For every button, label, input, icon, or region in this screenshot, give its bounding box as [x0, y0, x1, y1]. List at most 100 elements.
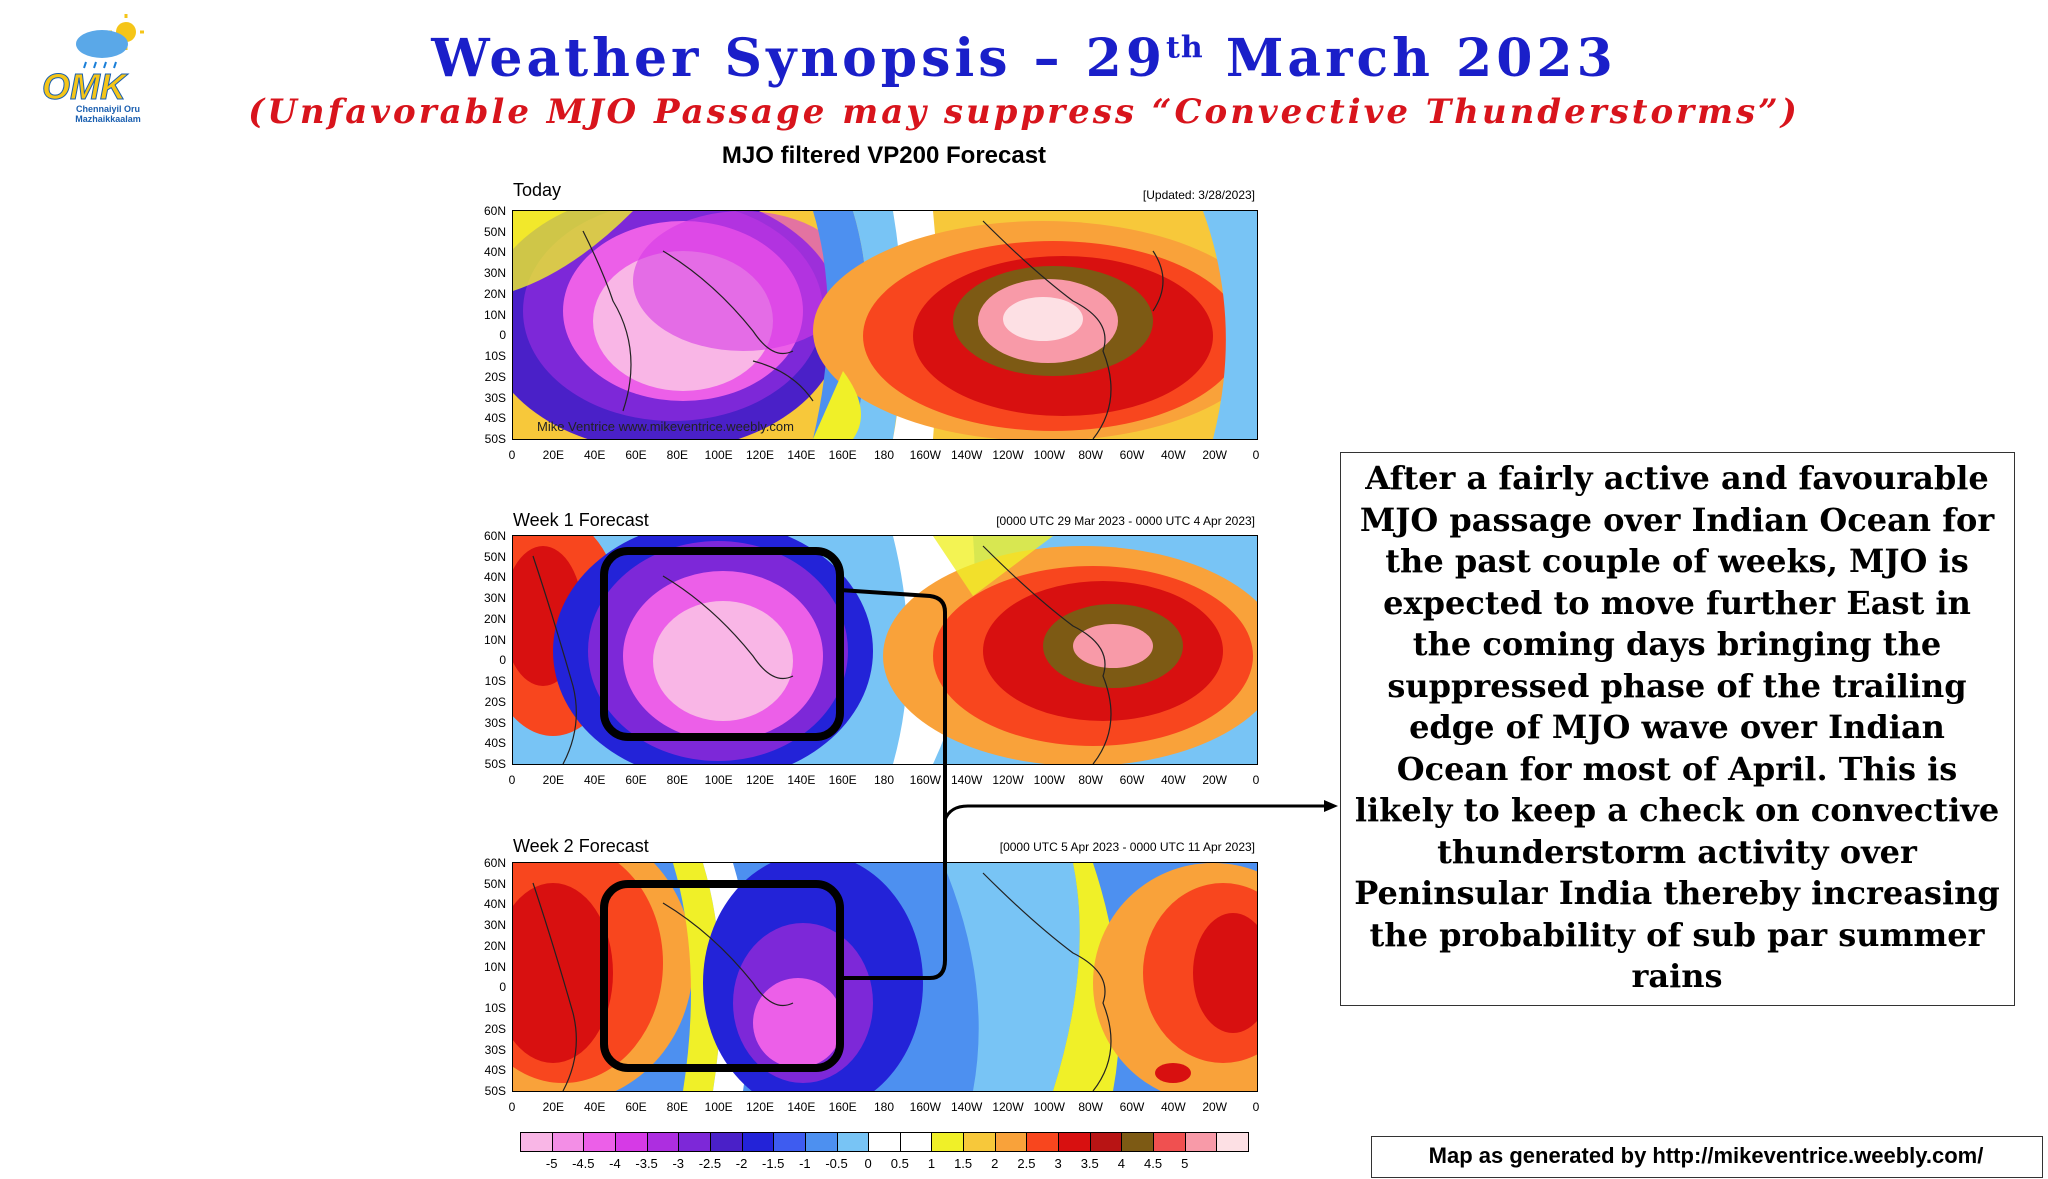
map-week1	[512, 535, 1258, 765]
colorbar-label: 4	[1117, 1156, 1125, 1171]
lon-tick-label: 160W	[909, 1100, 941, 1114]
lat-tick-label: 30N	[483, 266, 506, 281]
lat-tick-label: 50N	[483, 549, 506, 564]
lat-tick-label: 20N	[483, 611, 506, 626]
week1-highlight-box	[600, 547, 844, 741]
lon-tick-label: 140W	[950, 1100, 983, 1114]
colorbar-swatch	[931, 1132, 965, 1152]
panel-week1-range: [0000 UTC 29 Mar 2023 - 0000 UTC 4 Apr 2…	[996, 514, 1255, 528]
lat-tick-label: 50S	[484, 432, 506, 446]
lat-tick-label: 40N	[483, 570, 506, 585]
lat-tick-label: 10S	[484, 1001, 506, 1016]
lon-tick-label: 80W	[1078, 1100, 1103, 1114]
colorbar-label: -3.5	[635, 1156, 658, 1171]
page-title: Weather Synopsis – 29th March 2023	[0, 28, 2048, 89]
lon-tick-label: 0	[508, 448, 516, 462]
lon-tick-label: 60W	[1119, 1100, 1145, 1114]
arrow-line	[943, 804, 1325, 821]
colorbar-swatch	[994, 1132, 1028, 1152]
lon-tick-label: 40E	[583, 448, 606, 462]
colorbar-label: 1.5	[954, 1156, 973, 1171]
colorbar-label: 2	[991, 1156, 999, 1171]
lat-tick-label: 30S	[484, 715, 506, 730]
credit-box	[1371, 1136, 2043, 1178]
lon-tick-label: 180	[873, 448, 895, 462]
figure-title: MJO filtered VP200 Forecast	[721, 142, 1047, 169]
lat-tick-label: 30N	[483, 918, 506, 933]
lat-tick-label: 20N	[483, 938, 506, 953]
lat-tick-label: 30S	[484, 1042, 506, 1057]
lon-tick-label: 140W	[950, 448, 983, 462]
lat-tick-label: 50S	[484, 1084, 506, 1098]
lon-tick-label: 80W	[1078, 773, 1103, 787]
colorbar-swatch	[741, 1132, 775, 1152]
colorbar-label: 3	[1054, 1156, 1062, 1171]
omk-logo: OMK Chennaiyil Oru Mazhaikkaalam	[4, 8, 154, 138]
week2-highlight-box	[600, 880, 844, 1072]
lon-tick-label: 20E	[542, 448, 564, 462]
lon-tick-label: 40E	[583, 1100, 606, 1114]
lat-tick-label: 20N	[483, 286, 506, 301]
lon-tick-label: 100W	[1033, 773, 1065, 787]
lat-tick-label: 40S	[484, 411, 506, 426]
lon-tick-label: 120E	[745, 1100, 775, 1114]
colorbar-label: 4.5	[1143, 1156, 1163, 1171]
colorbar-label: -4	[609, 1156, 621, 1171]
lon-tick-label: 0	[508, 773, 516, 787]
colorbar-label: -2	[735, 1156, 748, 1171]
colorbar-label: 2.5	[1017, 1156, 1036, 1171]
colorbar-swatch	[1089, 1132, 1123, 1152]
lon-tick-label: 180	[873, 1100, 895, 1114]
lat-tick-label: 40N	[483, 245, 506, 260]
lon-tick-label: 60W	[1119, 448, 1145, 462]
lon-tick-label: 20E	[542, 1100, 564, 1114]
lon-tick-label: 60E	[625, 448, 647, 462]
lon-tick-label: 0	[508, 1100, 516, 1114]
lat-tick-label: 10N	[483, 307, 506, 322]
lat-tick-label: 30N	[483, 591, 506, 606]
lon-tick-label: 180	[873, 773, 895, 787]
lat-tick-label: 10S	[484, 349, 506, 364]
colorbar-swatch	[899, 1132, 933, 1152]
title-main: Weather Synopsis – 29	[431, 28, 1167, 89]
colorbar-label: 1	[927, 1156, 936, 1171]
lon-tick-label: 20E	[542, 773, 564, 787]
lon-tick-label: 100E	[704, 773, 733, 787]
colorbar-swatch	[1216, 1132, 1249, 1152]
lon-tick-label: 100E	[704, 448, 733, 462]
panel-week2-label: Week 2 Forecast	[513, 836, 649, 856]
lat-tick-label: 20S	[484, 369, 506, 384]
colorbar-swatch	[1058, 1132, 1091, 1152]
colorbar-label: -2.5	[698, 1156, 722, 1171]
colorbar-label: 5	[1181, 1156, 1189, 1171]
lat-tick-label: 50S	[484, 757, 506, 771]
lon-tick-label: 160E	[828, 448, 857, 462]
arrow-head	[1324, 800, 1338, 812]
lon-tick-label: 120E	[745, 773, 775, 787]
callout-text: After a fairly active and favourable MJO…	[1354, 459, 2000, 995]
lat-tick-label: 40S	[484, 1063, 506, 1078]
lon-tick-label: 100W	[1033, 448, 1065, 462]
page-subtitle: (Unfavorable MJO Passage may suppress “C…	[248, 92, 1800, 132]
lat-tick-label: 20S	[484, 694, 506, 709]
lon-tick-label: 80W	[1078, 448, 1103, 462]
lat-tick-label: 10N	[483, 632, 506, 647]
colorbar-label: 0	[864, 1156, 872, 1171]
colorbar-label: -5	[545, 1156, 558, 1171]
lon-tick-label: 140E	[787, 448, 816, 462]
panel-today-range: [Updated: 3/28/2023]	[1142, 188, 1255, 202]
logo-brand: OMK	[42, 66, 127, 108]
colorbar-swatch	[614, 1132, 648, 1152]
panel-week2-range: [0000 UTC 5 Apr 2023 - 0000 UTC 11 Apr 2…	[999, 840, 1255, 854]
map-watermark: Mike Ventrice www.mikeventrice.weebly.co…	[537, 419, 794, 434]
lon-tick-label: 0	[1252, 448, 1260, 462]
logo-line1: Chennaiyil Oru	[75, 104, 140, 114]
lat-tick-label: 40S	[484, 736, 506, 751]
colorbar-label: 3.5	[1080, 1156, 1099, 1171]
lat-tick-label: 20S	[484, 1021, 506, 1036]
lat-tick-label: 50N	[483, 876, 506, 891]
lon-tick-label: 120W	[992, 1100, 1024, 1114]
lon-tick-label: 20W	[1202, 1100, 1227, 1114]
colorbar-label: -1.5	[762, 1156, 785, 1171]
